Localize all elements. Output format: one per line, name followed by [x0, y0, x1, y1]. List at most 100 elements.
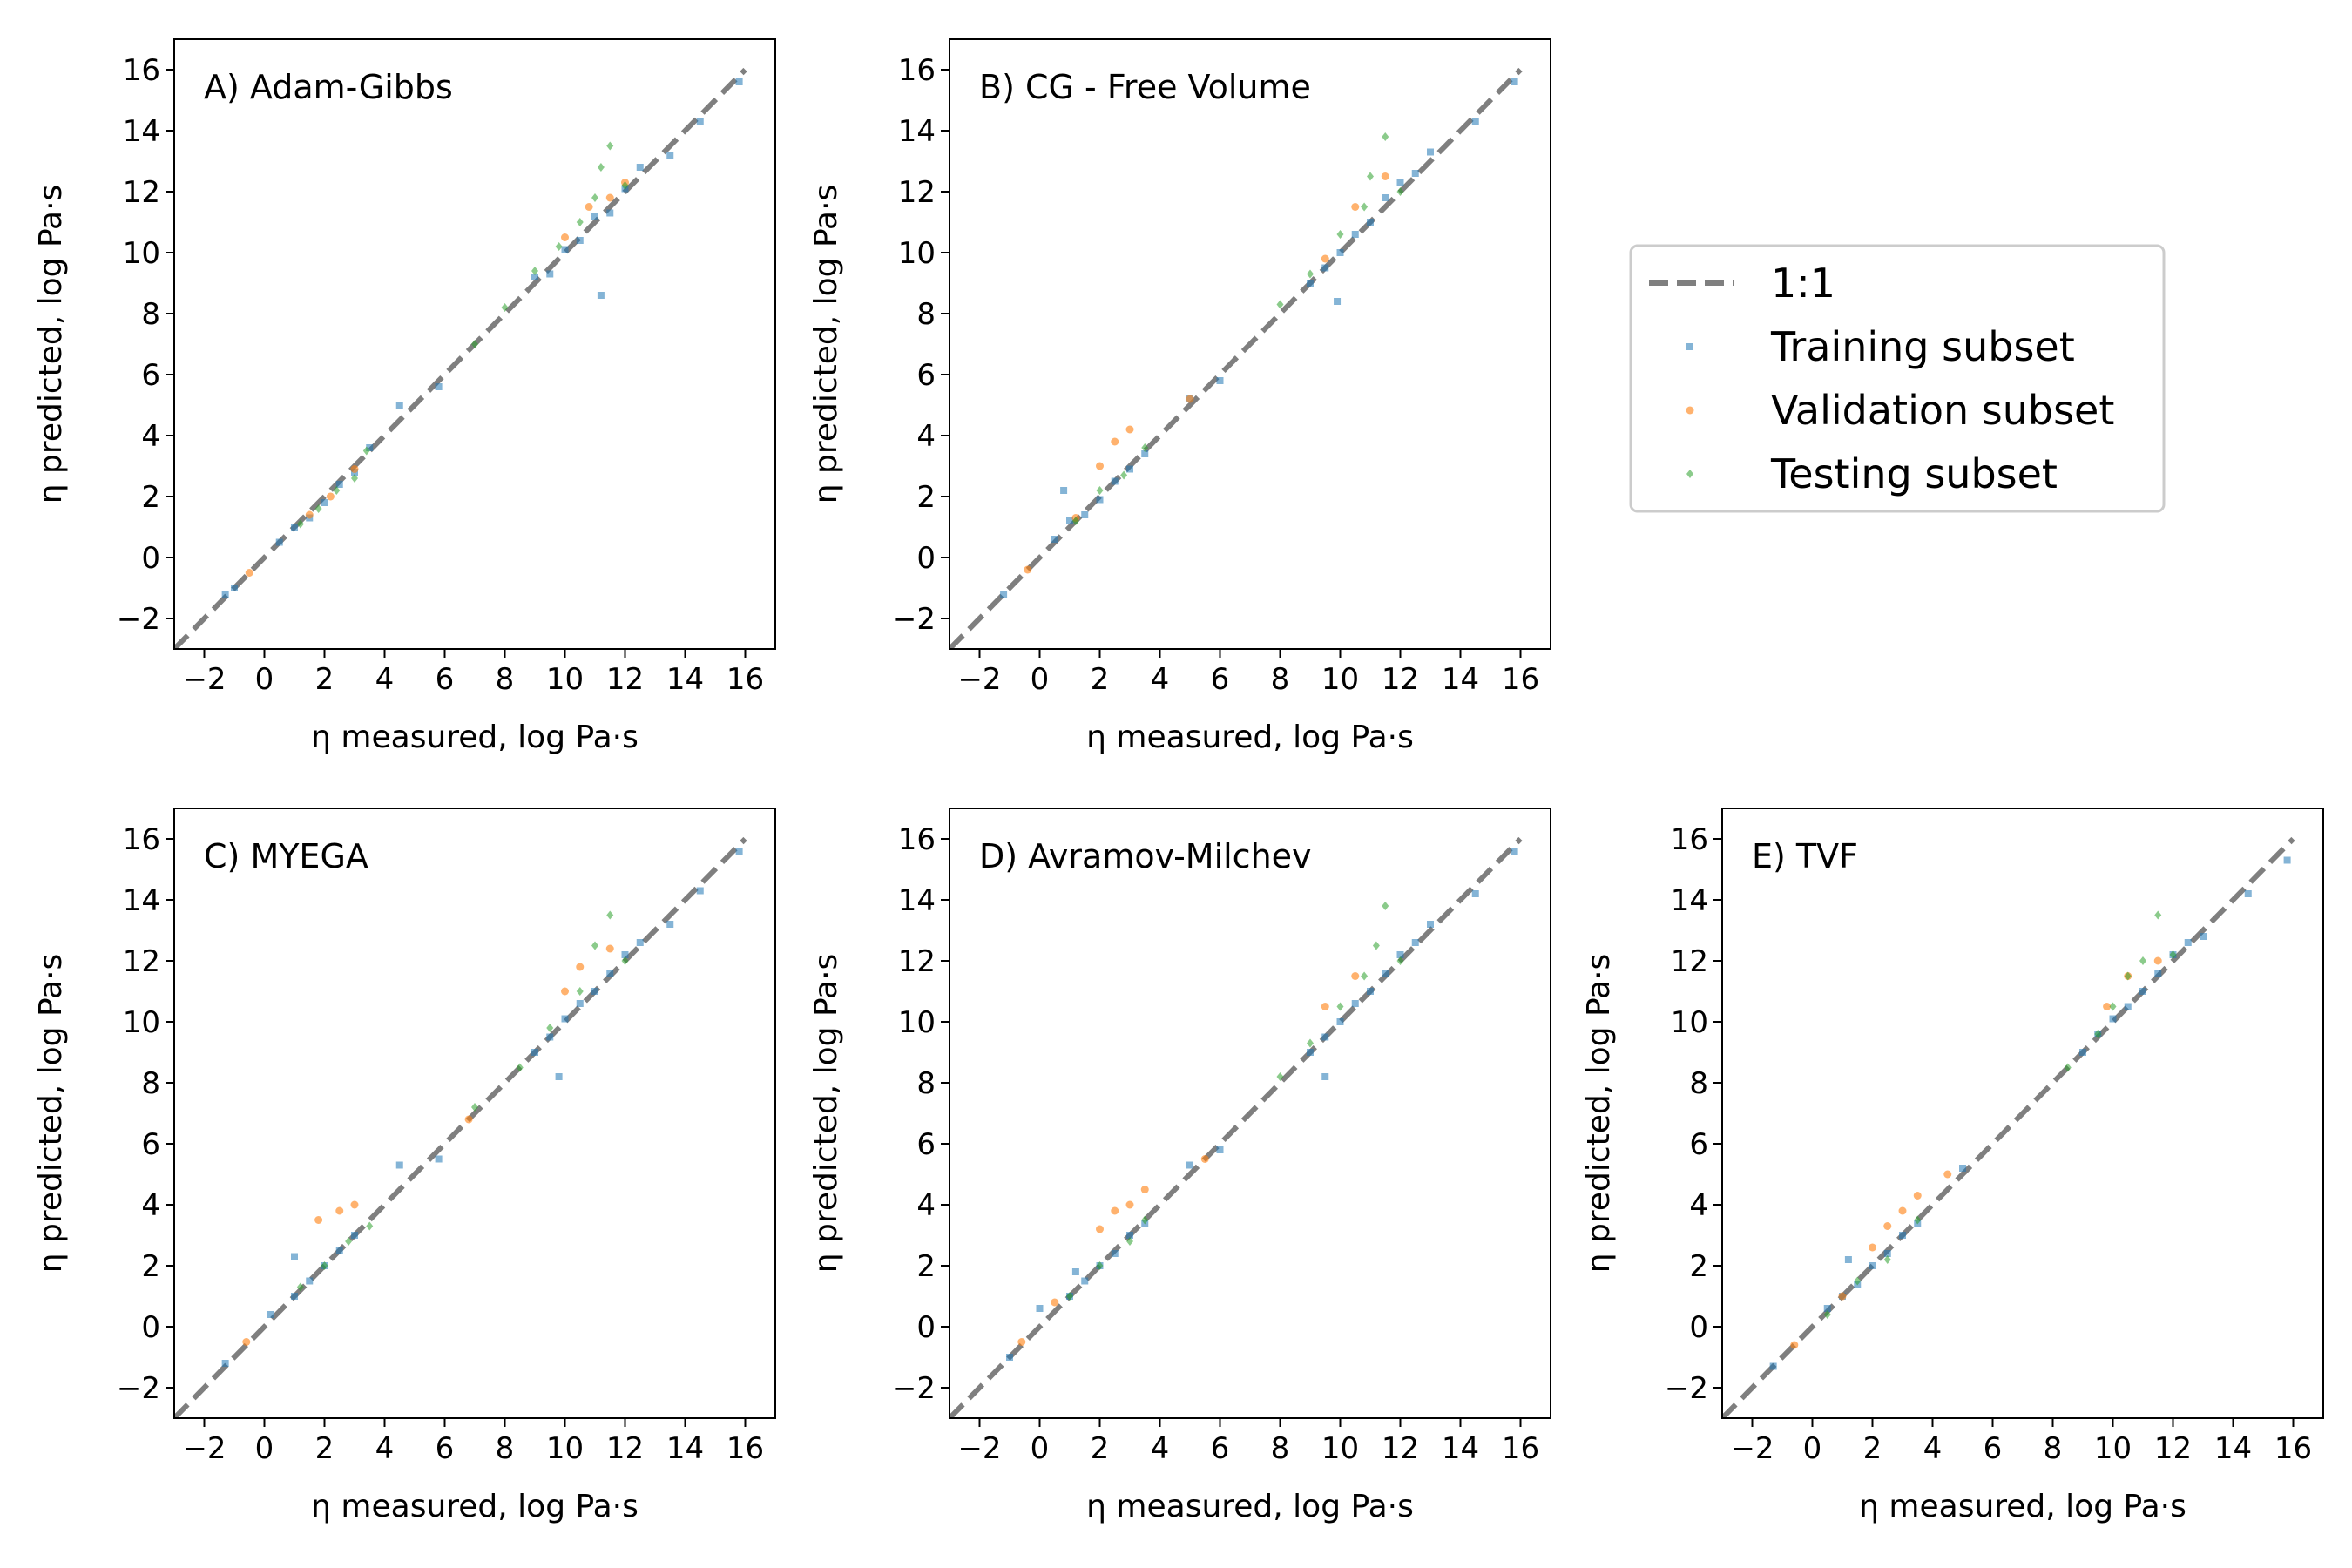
data-point [1096, 486, 1104, 495]
series-validation-subset [1024, 172, 1389, 574]
plot-area [1722, 836, 2295, 1418]
data-point [1081, 511, 1089, 518]
data-point [1396, 951, 1404, 958]
data-point [1411, 170, 1419, 177]
panel-title: C) MYEGA [204, 837, 368, 875]
data-point [597, 163, 605, 172]
x-tick-label: 2 [315, 1431, 335, 1466]
data-point [1367, 219, 1374, 226]
data-point [531, 267, 538, 275]
data-point [1006, 1354, 1013, 1361]
data-point [345, 1237, 353, 1246]
x-tick-label: −2 [182, 1431, 226, 1466]
y-tick-label: 14 [123, 114, 160, 149]
plot-area [174, 67, 747, 649]
plot-area [174, 836, 747, 1418]
x-tick-label: 0 [1031, 662, 1050, 697]
data-point [2094, 1030, 2102, 1038]
y-tick-label: 14 [1671, 883, 1708, 918]
data-point [2109, 1002, 2117, 1011]
panel-e: −2 0 2 4 6 8 10 12 14 16 −2 0 2 4 6 8 10 12 14 16 E) TVF η me… [1581, 808, 2324, 1524]
x-axis-label: η measured, log Pa·s [1086, 1489, 1414, 1524]
data-point [2079, 1049, 2086, 1056]
data-point [1276, 1072, 1284, 1081]
data-point [606, 970, 614, 977]
data-point [1126, 1237, 1133, 1246]
panel-title: D) Avramov-Milchev [979, 837, 1312, 875]
x-axis-label: η measured, log Pa·s [1859, 1489, 2186, 1524]
legend-swatch-test [1686, 470, 1693, 478]
y-tick-label: 6 [141, 358, 160, 393]
data-point [1471, 890, 1479, 897]
data-point [1351, 972, 1360, 980]
data-point [435, 1155, 443, 1163]
data-point [1111, 477, 1119, 485]
data-point [636, 939, 644, 946]
y-tick-label: 8 [141, 1066, 160, 1101]
data-point [1321, 1033, 1329, 1041]
data-point [314, 504, 322, 513]
data-point [2169, 950, 2177, 959]
data-point [555, 242, 563, 251]
data-point [1361, 202, 1369, 212]
data-point [2153, 956, 2162, 965]
x-tick-label: 6 [1211, 1431, 1230, 1466]
y-tick-label: −2 [892, 602, 936, 637]
y-tick-label: 2 [1689, 1249, 1708, 1284]
series-validation-subset [245, 179, 629, 577]
data-point [1051, 536, 1058, 543]
plot-area [950, 67, 1523, 649]
x-tick-label: 16 [1502, 662, 1539, 697]
x-tick-label: 0 [255, 1431, 274, 1466]
data-point [1216, 377, 1224, 384]
data-point [395, 402, 403, 409]
panel-b: −2 0 2 4 6 8 10 12 14 16 −2 0 2 4 6 8 10 12 14 16 B) CG - Fr… [808, 38, 1551, 755]
data-point [326, 492, 335, 501]
data-point [1336, 1002, 1344, 1011]
data-point [1066, 517, 1073, 524]
x-tick-label: 0 [255, 662, 274, 697]
data-point [1024, 565, 1032, 574]
y-tick-label: 6 [141, 1127, 160, 1162]
data-point [1096, 496, 1104, 504]
panel-title: B) CG - Free Volume [979, 68, 1311, 106]
data-point [1066, 1292, 1073, 1301]
data-point [1351, 203, 1360, 211]
data-point [2244, 890, 2252, 897]
data-point [2184, 939, 2192, 946]
y-tick-label: 12 [898, 944, 936, 979]
legend-swatch-train [1686, 343, 1693, 350]
data-point [1186, 395, 1194, 403]
data-point [605, 944, 614, 953]
y-tick-label: 16 [898, 822, 936, 857]
x-tick-label: 4 [1151, 662, 1170, 697]
data-point [1307, 280, 1314, 287]
data-point [291, 1253, 298, 1260]
data-point [2109, 1015, 2117, 1023]
data-point [1769, 1362, 1777, 1370]
y-tick-label: 8 [1689, 1066, 1708, 1101]
x-tick-label: 8 [1271, 662, 1290, 697]
data-point [1111, 1250, 1119, 1257]
data-point [1844, 1256, 1852, 1263]
data-point [561, 246, 569, 253]
y-tick-label: −2 [892, 1371, 936, 1406]
y-axis-label: η predicted, log Pa·s [808, 185, 844, 504]
data-point [1336, 230, 1344, 239]
y-tick-label: 14 [898, 883, 936, 918]
data-point [501, 303, 509, 312]
axes-frame [949, 808, 1551, 1419]
data-point [1351, 231, 1359, 238]
data-point [1869, 1262, 1876, 1269]
y-tick-label: 10 [1671, 1005, 1708, 1040]
y-tick-label: 12 [123, 944, 160, 979]
data-point [531, 274, 538, 280]
data-point [666, 152, 674, 159]
x-tick-label: 16 [727, 662, 764, 697]
data-point [696, 118, 704, 125]
data-point [221, 591, 229, 598]
data-point [1120, 470, 1128, 480]
series-testing-subset [1823, 910, 2177, 1319]
y-tick-label: 12 [123, 175, 160, 210]
x-tick-label: 6 [436, 662, 455, 697]
